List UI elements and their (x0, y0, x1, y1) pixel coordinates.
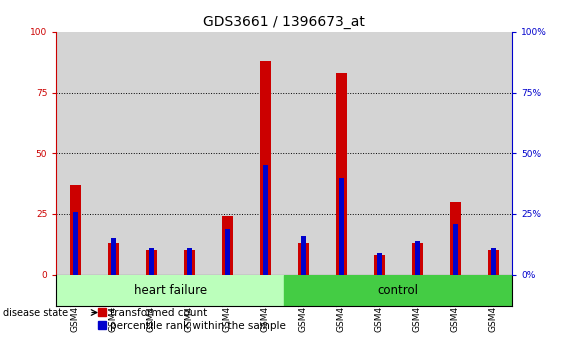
Bar (95, 32, 132, 275)
Bar (263, 165, 267, 275)
Bar (336, 73, 347, 275)
Bar (73, 212, 78, 275)
Bar (474, 32, 512, 275)
Bar (298, 243, 309, 275)
Bar (108, 243, 119, 275)
Bar (399, 32, 436, 275)
Bar (225, 229, 230, 275)
Bar (415, 241, 419, 275)
Bar (488, 250, 499, 275)
Bar (171, 32, 208, 275)
Bar (339, 178, 343, 275)
Bar (56, 275, 284, 307)
Bar (184, 250, 195, 275)
Bar (149, 248, 154, 275)
Bar (187, 248, 191, 275)
Bar (301, 236, 306, 275)
Bar (284, 275, 512, 307)
Bar (412, 243, 423, 275)
Bar (247, 32, 284, 275)
Text: disease state: disease state (3, 308, 68, 318)
Bar (56, 32, 95, 275)
Bar (111, 238, 115, 275)
Bar (222, 216, 233, 275)
Bar (360, 32, 398, 275)
Title: GDS3661 / 1396673_at: GDS3661 / 1396673_at (203, 16, 365, 29)
Bar (70, 185, 81, 275)
Bar (146, 250, 157, 275)
Bar (491, 248, 495, 275)
Bar (132, 32, 171, 275)
Text: control: control (378, 284, 419, 297)
Bar (322, 32, 360, 275)
Bar (284, 32, 322, 275)
Legend: transformed count, percentile rank within the sample: transformed count, percentile rank withi… (98, 308, 287, 331)
Bar (450, 202, 461, 275)
Bar (208, 32, 247, 275)
Bar (453, 224, 458, 275)
Text: heart failure: heart failure (134, 284, 207, 297)
Bar (374, 255, 385, 275)
Bar (436, 32, 474, 275)
Bar (377, 253, 382, 275)
Bar (260, 61, 271, 275)
